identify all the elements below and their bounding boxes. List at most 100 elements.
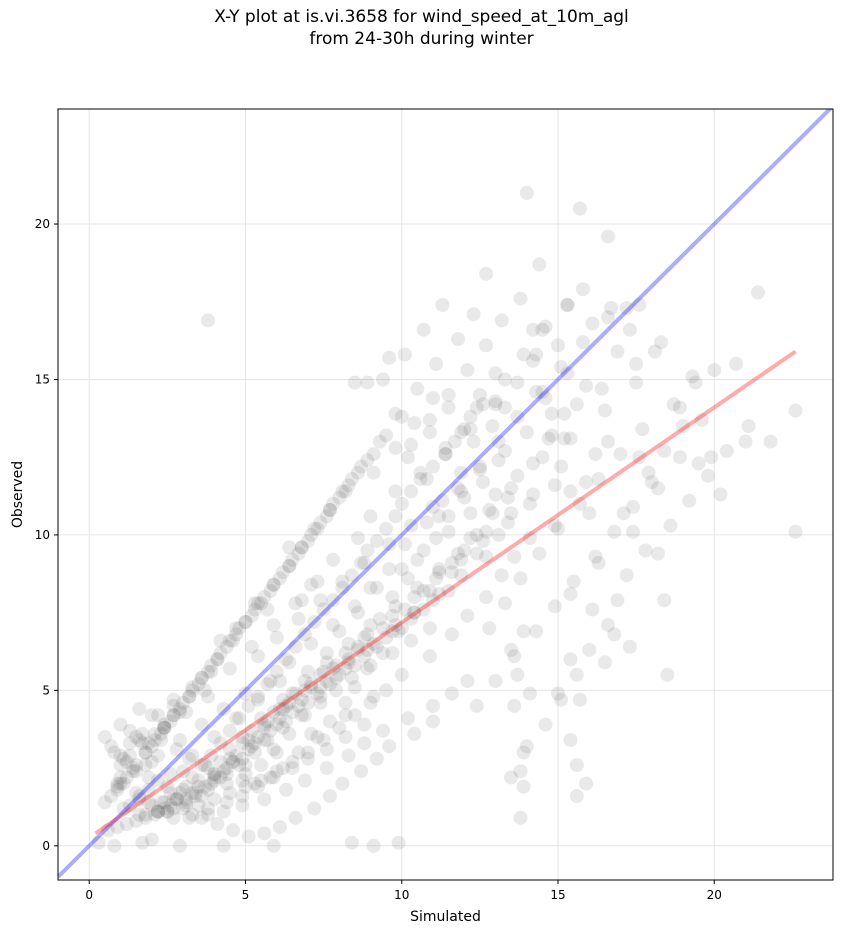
data-point [494, 313, 509, 328]
data-point [319, 655, 334, 670]
data-point [563, 652, 578, 667]
data-point [363, 618, 378, 633]
data-point [401, 711, 415, 726]
data-point [185, 807, 200, 822]
data-point [322, 503, 337, 517]
data-point [113, 717, 128, 732]
data-point [319, 742, 334, 757]
data-point [519, 425, 534, 440]
data-point [269, 717, 284, 732]
data-point [232, 711, 247, 726]
data-point [707, 363, 722, 378]
data-point [388, 509, 403, 524]
data-point [216, 838, 231, 853]
data-point [451, 332, 465, 347]
data-point [241, 733, 256, 748]
data-point [438, 447, 453, 462]
data-point [604, 301, 619, 315]
plot-area-frame [57, 108, 834, 881]
data-point [97, 795, 112, 810]
data-point [154, 726, 169, 741]
data-point [222, 723, 237, 738]
data-point [357, 555, 372, 570]
data-point [288, 596, 303, 611]
data-point [157, 717, 172, 732]
data-point [151, 804, 165, 819]
data-point [360, 661, 375, 676]
data-point [688, 375, 703, 390]
data-point [357, 630, 372, 645]
data-point [207, 767, 222, 782]
data-point [513, 764, 528, 779]
data-point [185, 680, 200, 695]
data-point [429, 356, 444, 371]
data-point [172, 838, 187, 853]
data-point [172, 786, 187, 800]
data-point [626, 499, 640, 514]
data-point [454, 552, 469, 567]
data-point [338, 730, 353, 744]
data-point [513, 810, 528, 825]
data-point [354, 555, 369, 570]
data-point [413, 472, 428, 486]
data-point [347, 375, 362, 390]
data-point [232, 621, 247, 636]
data-point [435, 493, 450, 508]
data-point [251, 692, 265, 707]
data-point [238, 779, 253, 794]
data-point [222, 633, 237, 648]
data-point [394, 562, 409, 577]
data-point [507, 649, 522, 664]
data-point [210, 652, 225, 667]
data-point [166, 708, 181, 723]
data-point [344, 670, 359, 685]
data-point [416, 602, 431, 617]
data-point [388, 406, 403, 421]
data-point [466, 434, 481, 449]
data-point [438, 440, 453, 455]
data-point [635, 422, 650, 437]
data-point [110, 779, 125, 794]
data-point [497, 596, 512, 611]
data-point [354, 459, 369, 474]
data-point [566, 574, 581, 589]
data-point [588, 447, 603, 462]
data-point [388, 618, 403, 633]
data-point [104, 739, 119, 754]
data-point [429, 531, 444, 545]
data-point [479, 524, 494, 539]
data-point [316, 664, 331, 679]
scatter-points [91, 185, 803, 853]
data-point [238, 767, 253, 782]
data-point [154, 795, 169, 810]
data-point [513, 571, 528, 586]
x-tick-label: 5 [242, 888, 250, 902]
data-point [257, 720, 272, 735]
y-tick-label: 10 [35, 528, 50, 542]
data-point [207, 792, 222, 807]
data-point [313, 689, 328, 704]
data-point [341, 748, 356, 763]
data-point [257, 733, 272, 748]
data-point [551, 686, 565, 701]
data-point [463, 422, 478, 437]
data-point [297, 683, 312, 698]
data-point [441, 509, 456, 524]
data-point [194, 717, 209, 732]
data-point [241, 742, 256, 757]
data-point [579, 378, 594, 393]
data-point [129, 758, 144, 772]
data-point [519, 185, 534, 200]
data-point [307, 615, 322, 629]
data-point [110, 776, 125, 791]
data-point [147, 733, 162, 748]
data-point [419, 515, 434, 530]
data-point [144, 798, 159, 813]
data-point [388, 484, 403, 499]
data-point [132, 807, 147, 822]
data-point [169, 792, 184, 807]
data-point [476, 475, 490, 490]
data-point [138, 810, 153, 825]
data-point [560, 366, 575, 381]
data-point [132, 789, 147, 804]
